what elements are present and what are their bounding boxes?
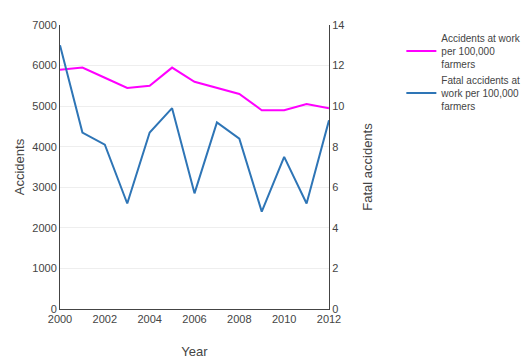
- svg-text:Fatal accidents atwork per 100: Fatal accidents atwork per 100,000farmer…: [440, 75, 520, 112]
- svg-text:2008: 2008: [227, 313, 251, 325]
- svg-text:3000: 3000: [32, 181, 56, 193]
- svg-text:2012: 2012: [317, 313, 341, 325]
- svg-text:Fatal accidents: Fatal accidents: [360, 123, 375, 211]
- svg-text:6000: 6000: [32, 59, 56, 71]
- svg-text:2010: 2010: [272, 313, 296, 325]
- svg-text:12: 12: [332, 59, 344, 71]
- svg-text:4000: 4000: [32, 141, 56, 153]
- svg-text:Year: Year: [181, 344, 208, 359]
- svg-text:2004: 2004: [137, 313, 161, 325]
- svg-text:1000: 1000: [32, 262, 56, 274]
- svg-text:Accidents: Accidents: [12, 138, 27, 195]
- svg-text:2002: 2002: [93, 313, 117, 325]
- svg-text:2000: 2000: [48, 313, 72, 325]
- svg-text:0: 0: [51, 303, 57, 315]
- svg-text:14: 14: [332, 19, 344, 31]
- svg-text:7000: 7000: [32, 19, 56, 31]
- svg-text:Accidents at workper 100,000fa: Accidents at workper 100,000farmers: [441, 33, 520, 70]
- svg-text:2006: 2006: [182, 313, 206, 325]
- svg-text:8: 8: [332, 141, 338, 153]
- svg-text:5000: 5000: [32, 100, 56, 112]
- svg-text:10: 10: [332, 100, 344, 112]
- svg-text:2: 2: [332, 262, 338, 274]
- svg-text:6: 6: [332, 181, 338, 193]
- svg-text:2000: 2000: [32, 222, 56, 234]
- svg-text:0: 0: [332, 303, 338, 315]
- svg-text:4: 4: [332, 222, 338, 234]
